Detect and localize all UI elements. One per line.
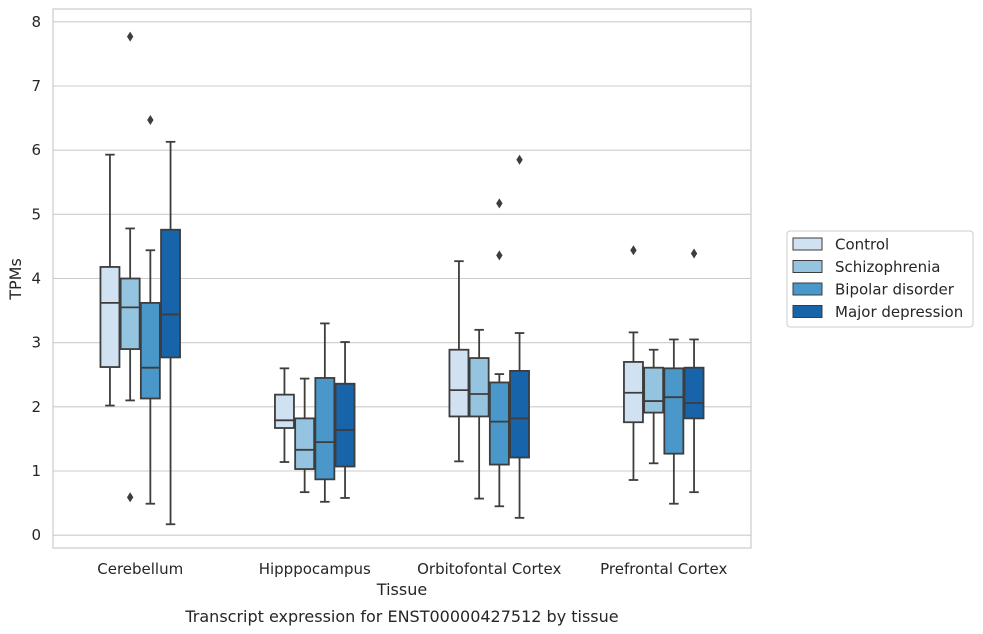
legend-label: Bipolar disorder (835, 281, 955, 299)
box (334, 382, 356, 468)
outlier-point (126, 31, 134, 42)
box (488, 381, 510, 466)
y-tick-label: 5 (31, 205, 41, 223)
box-plot-item (468, 328, 490, 500)
y-tick-label: 3 (31, 334, 41, 352)
legend-swatch (792, 305, 823, 318)
box (663, 367, 685, 455)
series-major-depression (160, 140, 705, 526)
box-plot-item (119, 31, 141, 503)
legend-swatch (792, 282, 823, 296)
box-series (99, 31, 705, 526)
outlier-point (690, 248, 698, 259)
box (643, 366, 665, 414)
legend-label: Control (835, 236, 889, 254)
legend-frame (786, 230, 974, 328)
box-plot-item (448, 260, 470, 463)
y-tick-label: 6 (31, 141, 41, 159)
box (274, 393, 295, 429)
grid-lines (53, 21, 751, 536)
legend: Control Schizophrenia Bipolar disorder Majo… (786, 230, 974, 328)
legend-items: Control Schizophrenia Bipolar disorder Majo… (792, 236, 963, 321)
box (314, 377, 336, 481)
box (448, 348, 470, 418)
x-tick-label: Hipppocampus (259, 560, 371, 578)
y-tick-label: 2 (31, 398, 41, 416)
y-tick-labels: 0 1 2 3 4 5 6 7 8 (31, 13, 41, 544)
box-plot-item (683, 248, 705, 494)
x-axis-label: Tissue (376, 580, 427, 599)
y-tick-label: 7 (31, 77, 41, 95)
figure-caption: Transcript expression for ENST0000042751… (184, 607, 618, 626)
box-plot-item (509, 154, 530, 519)
outlier-point (516, 154, 523, 165)
x-tick-label: Orbitofontal Cortex (417, 560, 561, 578)
box-plot-item (663, 338, 685, 505)
plot-area-frame (52, 8, 752, 549)
series-schizophrenia (119, 31, 665, 503)
outlier-point (496, 198, 503, 209)
legend-label: Schizophrenia (835, 258, 940, 276)
box-plot-item (99, 153, 121, 407)
box-plot-item (488, 198, 510, 508)
box-plot-item (160, 140, 181, 526)
legend-swatch (792, 260, 823, 273)
x-tick-label: Prefrontal Cortex (600, 560, 727, 578)
box (294, 417, 316, 470)
box (139, 301, 161, 400)
series-control (99, 153, 644, 481)
box (509, 369, 530, 459)
y-axis-label: TPMs (6, 258, 25, 301)
x-tick-labels: Cerebellum Hipppocampus Orbitofontal Corte… (97, 560, 727, 578)
legend-swatch (792, 237, 823, 251)
y-tick-label: 8 (31, 13, 41, 31)
box (119, 277, 141, 350)
x-tick-label: Cerebellum (97, 560, 183, 578)
series-bipolar-disorder (139, 115, 685, 508)
outlier-point (147, 115, 154, 126)
box (99, 266, 121, 368)
y-tick-label: 4 (31, 270, 41, 288)
box-plot-item (643, 348, 665, 465)
box-plot-item (294, 377, 316, 494)
outlier-point (630, 245, 637, 256)
outlier-point (126, 492, 134, 503)
box-plot-item (274, 367, 295, 463)
box (160, 228, 181, 359)
outlier-point (496, 250, 503, 261)
box-plot-item (334, 341, 356, 499)
box (683, 366, 705, 420)
box (468, 357, 490, 418)
y-tick-label: 0 (31, 526, 41, 544)
box-plot-item (314, 322, 336, 503)
box-plot-item (623, 245, 644, 481)
y-tick-label: 1 (31, 462, 41, 480)
box-plot-item (139, 115, 161, 505)
legend-label: Major depression (835, 303, 963, 321)
